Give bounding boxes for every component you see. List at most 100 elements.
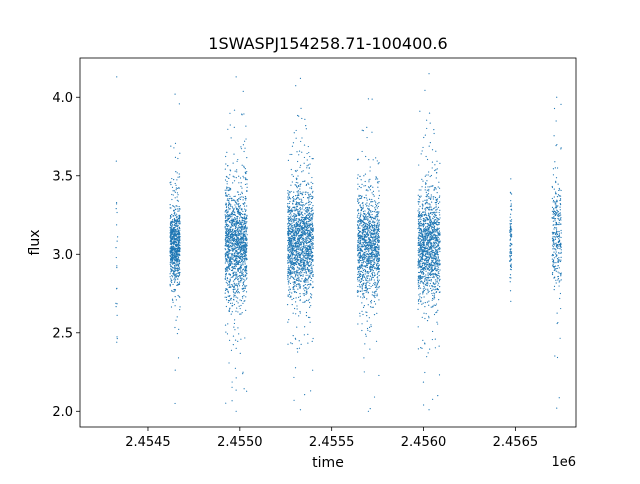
data-point <box>357 221 359 223</box>
data-point <box>238 281 240 283</box>
data-point <box>307 277 309 280</box>
data-point <box>228 233 230 235</box>
data-point <box>309 276 311 278</box>
data-point <box>362 204 364 206</box>
data-point <box>291 267 293 269</box>
data-point <box>229 124 231 126</box>
data-point <box>229 230 231 232</box>
data-point <box>236 171 238 173</box>
data-point <box>242 144 244 146</box>
data-point <box>171 238 174 240</box>
data-point <box>169 232 171 234</box>
data-point <box>363 275 365 277</box>
data-point <box>360 267 362 269</box>
data-point <box>361 257 363 259</box>
data-point <box>245 197 247 200</box>
data-point <box>299 295 301 297</box>
data-point <box>368 284 370 287</box>
data-point <box>304 394 306 396</box>
data-point <box>172 236 174 238</box>
data-point <box>297 269 299 271</box>
data-point <box>300 252 302 254</box>
data-point <box>239 226 241 228</box>
data-point <box>288 213 290 215</box>
data-point <box>309 193 311 195</box>
data-point <box>359 312 361 314</box>
data-point <box>240 238 242 240</box>
data-point <box>300 204 303 206</box>
data-point <box>360 280 362 282</box>
data-point <box>305 299 308 302</box>
data-point <box>224 179 227 181</box>
data-point <box>227 253 229 256</box>
data-point <box>302 201 304 204</box>
data-point <box>174 270 176 272</box>
data-point <box>359 279 361 281</box>
data-point <box>244 252 247 254</box>
data-point <box>297 191 299 193</box>
data-point <box>375 340 378 342</box>
data-point <box>373 279 375 281</box>
data-point <box>238 234 240 236</box>
data-point <box>236 277 238 279</box>
data-point <box>292 228 294 231</box>
data-point <box>235 292 237 294</box>
data-point <box>374 246 376 248</box>
data-point <box>225 195 227 197</box>
data-point <box>359 175 361 178</box>
data-point <box>292 195 295 198</box>
data-point <box>290 190 292 193</box>
data-point <box>177 200 179 202</box>
data-point <box>234 274 236 276</box>
data-point <box>244 210 247 212</box>
data-point <box>299 188 301 190</box>
data-point <box>242 244 244 246</box>
data-points <box>115 73 562 412</box>
data-point <box>373 223 376 225</box>
data-point <box>307 300 309 302</box>
data-point <box>227 323 229 325</box>
data-point <box>178 176 181 178</box>
data-point <box>373 300 376 303</box>
data-point <box>239 211 241 214</box>
data-point <box>240 148 243 150</box>
data-point <box>228 203 230 206</box>
data-point <box>173 267 175 269</box>
data-point <box>308 199 310 201</box>
data-point <box>243 250 246 252</box>
data-point <box>300 242 302 245</box>
data-point <box>307 274 309 276</box>
data-point <box>172 263 174 265</box>
data-point <box>172 205 174 207</box>
data-point <box>236 300 238 302</box>
data-point <box>244 274 247 276</box>
data-point <box>373 314 376 316</box>
data-point <box>289 236 291 238</box>
data-point <box>175 230 177 232</box>
data-point <box>369 260 371 262</box>
data-point <box>175 170 177 173</box>
data-point <box>298 212 300 215</box>
data-point <box>236 236 238 238</box>
data-point <box>176 239 178 241</box>
data-point <box>368 240 370 242</box>
data-point <box>367 250 369 252</box>
data-point <box>243 216 246 218</box>
data-point <box>228 259 231 261</box>
data-point <box>245 285 248 287</box>
data-point <box>227 235 229 237</box>
data-point <box>175 247 177 250</box>
data-point <box>312 281 314 283</box>
data-point <box>239 250 242 252</box>
data-point <box>289 274 291 276</box>
data-point <box>242 285 244 287</box>
data-point <box>175 225 177 227</box>
data-point <box>174 241 176 243</box>
data-point <box>229 264 232 266</box>
data-point <box>175 256 177 258</box>
data-point <box>292 219 294 221</box>
data-point <box>371 269 373 271</box>
data-point <box>172 190 174 192</box>
data-point <box>366 327 369 330</box>
data-point <box>246 217 248 219</box>
